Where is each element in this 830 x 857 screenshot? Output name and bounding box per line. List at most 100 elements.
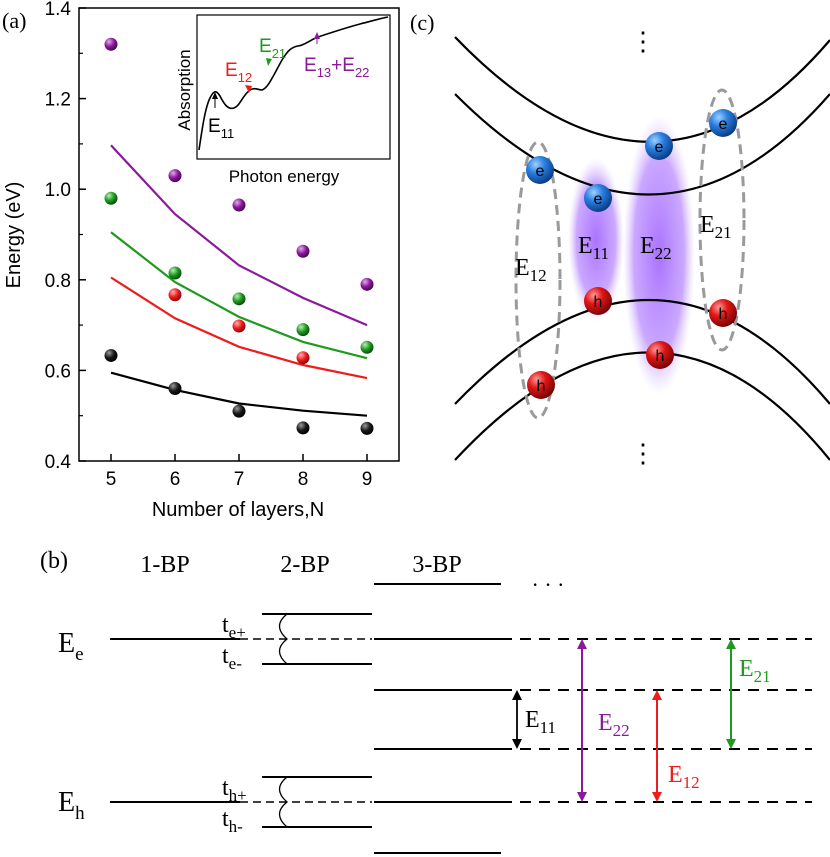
x-axis-ticks: 5 6 7 8 9 xyxy=(106,454,373,490)
data-point-2-4 xyxy=(360,340,374,354)
data-point-3-1 xyxy=(168,169,182,183)
arrow-e12-head xyxy=(245,85,252,93)
arrow-e13-head xyxy=(314,32,320,39)
splitting-brace-h xyxy=(278,776,289,828)
series-line-2 xyxy=(110,231,368,360)
arrow-e11-head xyxy=(212,92,218,99)
header-3bp: 3-BP xyxy=(412,552,461,578)
arrow-e11-b-head-down xyxy=(512,739,522,749)
y-tick-label: 0.4 xyxy=(45,452,72,473)
label-th-minus: th- xyxy=(222,806,243,836)
electron-1: e xyxy=(526,156,554,184)
x-axis-label: Number of layers,N xyxy=(152,499,324,521)
data-point-2-0 xyxy=(104,191,118,205)
label-e21-b: E21 xyxy=(739,656,771,686)
data-point-0-0 xyxy=(104,348,118,362)
hole-2: h xyxy=(584,287,612,315)
x-tick-label: 5 xyxy=(106,469,117,490)
arrow-e11-b-head-up xyxy=(512,690,522,700)
inset-label-e11: E11 xyxy=(208,116,234,141)
electron-4: e xyxy=(709,109,737,137)
y-tick-label: 0.6 xyxy=(45,361,71,382)
x-tick-label: 6 xyxy=(170,469,181,490)
hole-1: h xyxy=(527,371,555,399)
data-point-0-4 xyxy=(360,421,374,435)
arrow-e22-b-head-down xyxy=(577,792,587,802)
svg-text:e: e xyxy=(719,116,728,133)
label-te-minus: te- xyxy=(222,643,242,673)
series-line-3 xyxy=(110,144,368,327)
data-point-2-1 xyxy=(168,266,182,280)
top-vdots: ⋮ xyxy=(630,27,656,56)
inset-frame xyxy=(196,14,391,160)
svg-text:e: e xyxy=(536,163,545,180)
arrow-e21-b-head-up xyxy=(726,639,736,649)
e21-dashed-ellipse xyxy=(698,88,746,352)
e22-glow xyxy=(623,115,695,395)
splitting-brace-e xyxy=(278,613,289,665)
data-point-0-1 xyxy=(168,382,182,396)
data-point-3-2 xyxy=(232,198,246,212)
header-1bp: 1-BP xyxy=(140,552,189,578)
data-point-2-2 xyxy=(232,292,246,306)
inset-y-label: Absorption xyxy=(175,49,194,130)
e12-dashed-ellipse xyxy=(514,140,562,420)
svg-text:h: h xyxy=(537,378,546,395)
band-label-e22: E22 xyxy=(640,233,672,263)
label-Eh: Eh xyxy=(58,787,85,824)
x-tick-label: 8 xyxy=(298,469,309,490)
inset-label-e13-e22: E13+E22 xyxy=(304,55,369,80)
energy-vs-layers-chart: 0.4 0.6 0.8 1.0 1.2 1.4 5 6 7 8 9 Number of layer… xyxy=(3,0,400,521)
band-label-e21: E21 xyxy=(700,212,732,242)
band-label-e11: E11 xyxy=(578,233,609,263)
panel-label-c: (c) xyxy=(410,10,434,35)
header-2bp: 2-BP xyxy=(280,552,329,578)
y-tick-label: 1.0 xyxy=(45,180,71,201)
y-tick-label: 1.2 xyxy=(45,90,71,111)
panel-label-a: (a) xyxy=(2,8,26,33)
band-diagram: E12 E11 E22 E21 e e e e h h h h xyxy=(454,36,830,461)
data-point-1-3 xyxy=(296,351,310,365)
label-Ee: Ee xyxy=(58,628,84,665)
svg-text:h: h xyxy=(719,306,728,323)
hole-3: h xyxy=(646,341,674,369)
conduction-band-lower xyxy=(454,93,830,196)
arrow-e12-b-head-up xyxy=(652,690,662,700)
panel-label-b: (b) xyxy=(40,548,68,574)
y-tick-label: 1.4 xyxy=(45,0,72,20)
electron-2: e xyxy=(584,184,612,212)
label-te-plus: te+ xyxy=(222,612,246,642)
label-th-plus: th+ xyxy=(222,775,247,805)
band-label-e12: E12 xyxy=(515,255,547,285)
arrow-e21-b-head-down xyxy=(726,739,736,749)
series-lines xyxy=(110,144,368,417)
valence-band-upper xyxy=(454,299,830,405)
data-point-3-3 xyxy=(296,244,310,258)
svg-text:h: h xyxy=(594,294,603,311)
arrow-e22-b-head-up xyxy=(577,639,587,649)
svg-text:h: h xyxy=(656,348,665,365)
header-ellipsis: · · · xyxy=(532,572,565,597)
svg-text:e: e xyxy=(594,191,603,208)
label-e22-b: E22 xyxy=(598,710,630,740)
x-tick-label: 7 xyxy=(234,469,245,490)
data-point-1-1 xyxy=(168,288,182,302)
hole-4: h xyxy=(709,299,737,327)
data-point-1-2 xyxy=(232,319,246,333)
label-e12-b: E12 xyxy=(668,762,700,792)
data-point-3-0 xyxy=(104,37,118,51)
data-point-3-4 xyxy=(360,277,374,291)
inset-label-e12: E12 xyxy=(225,60,252,85)
arrow-e12-b-head-down xyxy=(652,792,662,802)
y-axis-label: Energy (eV) xyxy=(3,182,25,289)
absorption-inset: E11 E12 E21 E13+E22 Absorption Photon en… xyxy=(175,14,391,186)
electron-3: e xyxy=(645,132,673,160)
x-tick-label: 9 xyxy=(362,469,373,490)
series-line-0 xyxy=(110,371,368,417)
data-point-0-3 xyxy=(296,421,310,435)
arrow-e21-head xyxy=(266,58,272,66)
inset-x-label: Photon energy xyxy=(229,167,340,186)
series-line-1 xyxy=(110,276,368,380)
data-point-0-2 xyxy=(232,404,246,418)
